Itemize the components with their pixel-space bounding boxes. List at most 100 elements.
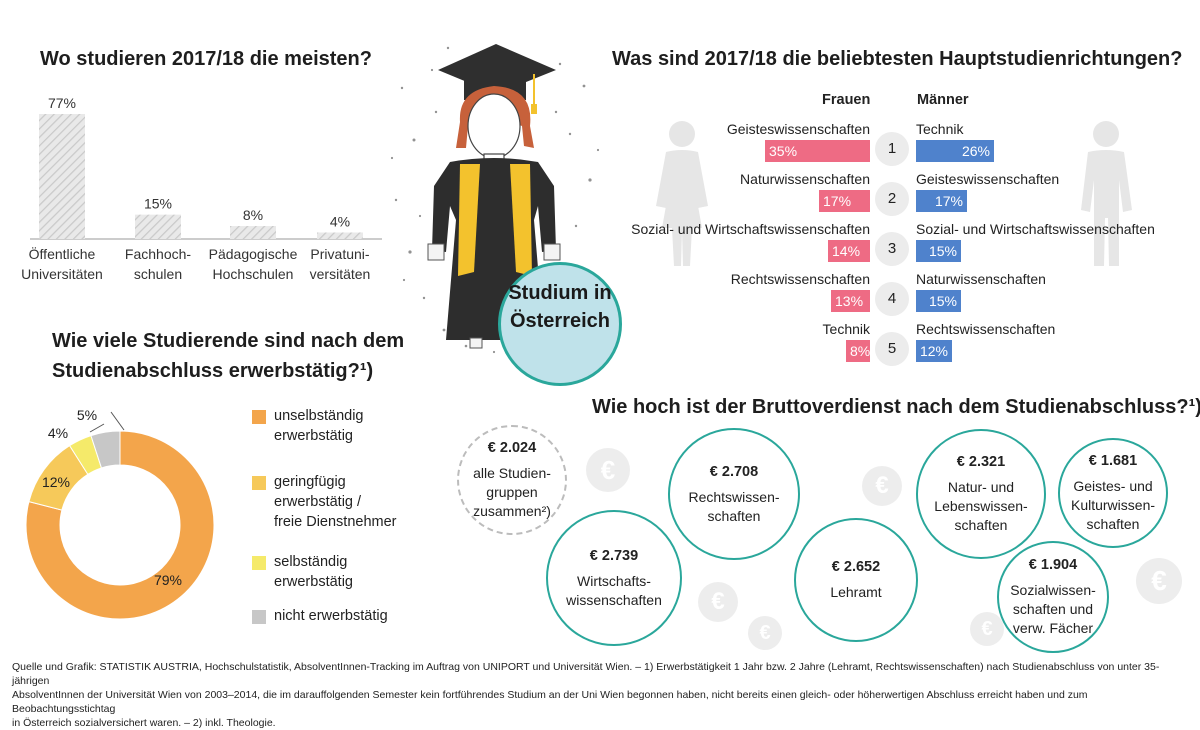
income-field-label: Kulturwissen- [1070, 497, 1156, 513]
income-field-label: zusammen²) [473, 503, 551, 519]
income-title: Wie hoch ist der Bruttoverdienst nach de… [592, 396, 1200, 418]
bar-4 [317, 232, 363, 239]
institutions-title: Wo studieren 2017/18 die meisten? [40, 48, 372, 70]
euro-coin-icon: € [862, 466, 902, 506]
legend-label: freie Dienstnehmer [274, 514, 397, 530]
income-field-label: gruppen [486, 484, 538, 500]
rank-badge: 3 [875, 232, 909, 266]
center-badge-line1: Studium in [508, 282, 612, 304]
income-amount: € 2.321 [956, 454, 1006, 470]
women-header: Frauen [822, 92, 871, 108]
bar-2 [135, 214, 181, 239]
legend-swatch [252, 410, 266, 424]
men-bar: 17% [916, 190, 967, 212]
legend-label: geringfügig [274, 474, 346, 490]
donut-slice-1 [25, 430, 215, 620]
rank-badge: 2 [875, 182, 909, 216]
fields-title: Was sind 2017/18 die beliebtesten Haupts… [612, 48, 1183, 70]
euro-coin-icon: € [698, 582, 738, 622]
category-label: versitäten [310, 266, 371, 282]
men-bar: 12% [916, 340, 952, 362]
legend-label: erwerbstätig / [274, 494, 362, 510]
income-bubble: € 1.904 Sozialwissen-schaften und verw. Fä… [997, 541, 1109, 653]
category-label: Öffentliche [29, 245, 96, 262]
income-field-label: verw. Fächer [1012, 620, 1094, 636]
men-bar: 26% [916, 140, 994, 162]
category-label: Pädagogische [209, 246, 298, 262]
women-field-label: Naturwissenschaften [740, 171, 870, 187]
employment-legend: unselbständig erwerbstätig geringfügig erwe… [252, 406, 412, 646]
bar-value-label: 8% [243, 207, 263, 223]
rank-badge: 5 [875, 332, 909, 366]
legend-label: selbständig [274, 554, 348, 570]
income-field-label: Geistes- und [1073, 478, 1153, 494]
women-bars: Geisteswissenschaften 35% Naturwissenschaf… [600, 118, 870, 368]
donut-slice-4 [90, 430, 121, 469]
men-field-label: Naturwissenschaften [916, 271, 1046, 287]
legend-label: nicht erwerbstätig [274, 608, 388, 624]
category-label: Privatuni- [310, 246, 369, 262]
women-bar: 8% [846, 340, 870, 362]
bar-value-label: 4% [330, 214, 350, 230]
legend-label: erwerbstätig [274, 574, 353, 590]
category-label: Fachhoch- [125, 246, 191, 262]
women-field-label: Geisteswissenschaften [726, 121, 870, 137]
income-field-label: Sozialwissen- [1010, 582, 1096, 598]
employment-title: Wie viele Studierende sind nach dem Stud… [52, 326, 404, 386]
euro-coin-icon: € [970, 612, 1004, 646]
bar-value-label: 77% [48, 95, 76, 111]
men-bars: Technik 26% Geisteswissenschaften 17% Sozial… [916, 118, 1176, 368]
employment-donut-chart: 79% 12% 4% 5% [25, 407, 215, 620]
legend-item: unselbständig erwerbstätig [252, 406, 364, 446]
donut-value-label: 4% [48, 425, 68, 441]
donut-value-label: 12% [42, 474, 70, 490]
income-field-label: schaften und [1012, 601, 1094, 617]
donut-value-label: 79% [154, 572, 182, 588]
income-bubble: € 2.321 Natur- und Lebenswissen-schaften [916, 429, 1046, 559]
women-field-label: Sozial- und Wirtschaftswissenschaften [631, 221, 870, 237]
women-bar: 17% [819, 190, 870, 212]
income-bubble: € 2.739 Wirtschafts-wissenschaften [546, 510, 682, 646]
income-field-label: Lebenswissen- [934, 498, 1028, 514]
men-field-label: Technik [916, 121, 964, 137]
source-footnote: Quelle und Grafik: STATISTIK AUSTRIA, Ho… [12, 660, 1192, 730]
bar-value-label: 15% [144, 196, 172, 212]
income-field-label: wissenschaften [566, 591, 662, 608]
rank-badge: 4 [875, 282, 909, 316]
legend-label: erwerbstätig [274, 428, 353, 444]
legend-swatch [252, 476, 266, 490]
bar-3 [230, 226, 276, 239]
income-bubble: € 2.652 Lehramt [794, 518, 918, 642]
legend-label: unselbständig [274, 408, 364, 424]
legend-swatch [252, 610, 266, 624]
men-field-label: Sozial- und Wirtschaftswissenschaften [916, 221, 1155, 237]
footnote-line1: Quelle und Grafik: STATISTIK AUSTRIA, Ho… [12, 661, 1160, 687]
income-field-label: schaften [707, 507, 761, 524]
institutions-bar-chart: 77% Öffentliche Universitäten 15% Fachhoch-s… [21, 95, 382, 282]
income-amount: € 1.681 [1088, 453, 1138, 469]
donut-value-label: 5% [77, 407, 97, 423]
category-label: Universitäten [21, 266, 103, 282]
income-field-label: alle Studien- [473, 465, 551, 481]
center-badge-line2: Österreich [509, 310, 611, 332]
men-bar: 15% [916, 240, 961, 262]
euro-coin-icon: € [1136, 558, 1182, 604]
men-header: Männer [917, 92, 969, 108]
graduate-figure-icon [390, 44, 600, 354]
women-bar: 35% [765, 140, 870, 162]
income-amount: € 2.739 [589, 547, 639, 564]
legend-item: selbständig erwerbstätig [252, 552, 353, 592]
women-bar: 14% [828, 240, 870, 262]
men-field-label: Rechtswissenschaften [916, 321, 1056, 337]
footnote-line3: in Österreich sozialversichert waren. – … [12, 717, 276, 729]
income-bubble: € 2.708 Rechtswissen-schaften [668, 428, 800, 560]
women-field-label: Rechtswissenschaften [730, 271, 870, 287]
category-label: schulen [134, 266, 182, 282]
center-badge: Studium in Österreich [498, 262, 622, 386]
legend-item: nicht erwerbstätig [252, 606, 388, 626]
income-field-label: Lehramt [830, 584, 882, 600]
income-field-label: schaften [1086, 516, 1140, 532]
bar-1 [39, 114, 85, 239]
income-amount: € 2.652 [831, 559, 881, 575]
income-field-label: schaften [954, 517, 1008, 533]
